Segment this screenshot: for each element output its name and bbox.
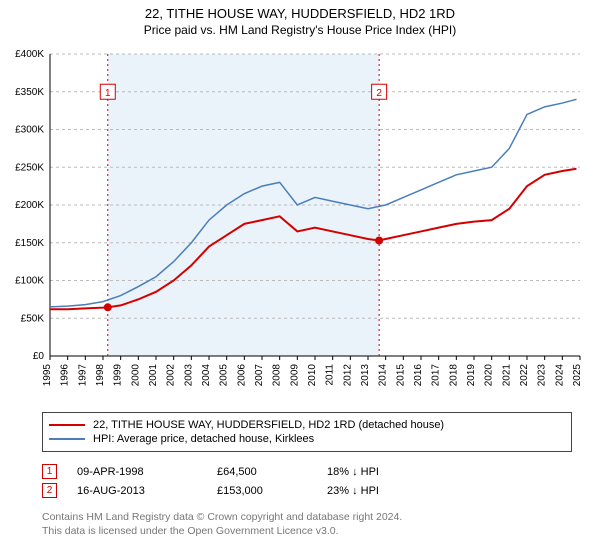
legend-item: HPI: Average price, detached house, Kirk… <box>49 433 565 445</box>
legend-label: 22, TITHE HOUSE WAY, HUDDERSFIELD, HD2 1… <box>93 419 444 431</box>
svg-text:£400K: £400K <box>15 49 44 60</box>
svg-text:2024: 2024 <box>554 364 565 387</box>
svg-text:£100K: £100K <box>15 276 44 287</box>
title-block: 22, TITHE HOUSE WAY, HUDDERSFIELD, HD2 1… <box>0 0 600 39</box>
svg-text:2001: 2001 <box>148 364 159 387</box>
svg-text:2019: 2019 <box>466 364 477 387</box>
marker-price: £64,500 <box>217 466 327 478</box>
svg-text:1998: 1998 <box>95 364 106 387</box>
legend-box: 22, TITHE HOUSE WAY, HUDDERSFIELD, HD2 1… <box>42 412 572 452</box>
marker-date: 09-APR-1998 <box>77 466 217 478</box>
svg-text:£300K: £300K <box>15 125 44 136</box>
svg-text:1997: 1997 <box>77 364 88 387</box>
marker-pct: 23% ↓ HPI <box>327 485 447 497</box>
marker-badge: 1 <box>42 464 57 479</box>
footer-attribution: Contains HM Land Registry data © Crown c… <box>42 510 572 538</box>
svg-text:2012: 2012 <box>342 364 353 387</box>
svg-text:2002: 2002 <box>166 364 177 387</box>
svg-text:1996: 1996 <box>60 364 71 387</box>
marker-id: 1 <box>47 466 53 477</box>
svg-text:2023: 2023 <box>537 364 548 387</box>
legend-swatch <box>49 438 85 440</box>
svg-text:2013: 2013 <box>360 364 371 387</box>
svg-text:2021: 2021 <box>501 364 512 387</box>
footer-line-1: Contains HM Land Registry data © Crown c… <box>42 510 572 524</box>
marker-row: 2 16-AUG-2013 £153,000 23% ↓ HPI <box>42 483 572 498</box>
title-line-1: 22, TITHE HOUSE WAY, HUDDERSFIELD, HD2 1… <box>0 6 600 21</box>
svg-text:1: 1 <box>105 88 111 99</box>
marker-row: 1 09-APR-1998 £64,500 18% ↓ HPI <box>42 464 572 479</box>
marker-id: 2 <box>47 485 53 496</box>
svg-text:2016: 2016 <box>413 364 424 387</box>
legend-label: HPI: Average price, detached house, Kirk… <box>93 433 314 445</box>
chart-container: 22, TITHE HOUSE WAY, HUDDERSFIELD, HD2 1… <box>0 0 600 560</box>
svg-text:£350K: £350K <box>15 87 44 98</box>
title-line-2: Price paid vs. HM Land Registry's House … <box>0 23 600 37</box>
svg-text:2000: 2000 <box>130 364 141 387</box>
svg-text:£250K: £250K <box>15 162 44 173</box>
svg-text:£150K: £150K <box>15 238 44 249</box>
svg-text:2018: 2018 <box>448 364 459 387</box>
svg-text:2009: 2009 <box>289 364 300 387</box>
svg-text:2020: 2020 <box>484 364 495 387</box>
svg-text:2003: 2003 <box>183 364 194 387</box>
svg-text:2017: 2017 <box>431 364 442 387</box>
svg-text:2004: 2004 <box>201 364 212 387</box>
svg-text:2015: 2015 <box>395 364 406 387</box>
legend-item: 22, TITHE HOUSE WAY, HUDDERSFIELD, HD2 1… <box>49 419 565 431</box>
svg-text:2025: 2025 <box>572 364 583 387</box>
svg-text:2022: 2022 <box>519 364 530 387</box>
svg-text:2011: 2011 <box>325 364 336 386</box>
svg-text:£50K: £50K <box>21 313 45 324</box>
svg-text:£200K: £200K <box>15 200 44 211</box>
svg-text:2014: 2014 <box>378 364 389 387</box>
svg-text:2007: 2007 <box>254 364 265 387</box>
marker-pct: 18% ↓ HPI <box>327 466 447 478</box>
svg-text:2006: 2006 <box>236 364 247 387</box>
chart-area: £0 £50K £100K £150K £200K £250K £300K £350K £400… <box>0 44 600 404</box>
svg-text:£0: £0 <box>33 351 45 362</box>
svg-text:2: 2 <box>376 88 382 99</box>
line-chart-svg: £0 £50K £100K £150K £200K £250K £300K £350K £400… <box>0 44 600 404</box>
svg-text:2008: 2008 <box>272 364 283 387</box>
marker-badge: 2 <box>42 483 57 498</box>
svg-text:2005: 2005 <box>219 364 230 387</box>
marker-rows: 1 09-APR-1998 £64,500 18% ↓ HPI 2 16-AUG… <box>42 460 572 502</box>
marker-date: 16-AUG-2013 <box>77 485 217 497</box>
legend-swatch <box>49 424 85 426</box>
footer-line-2: This data is licensed under the Open Gov… <box>42 524 572 538</box>
svg-text:1999: 1999 <box>113 364 124 387</box>
svg-text:2010: 2010 <box>307 364 318 387</box>
svg-text:1995: 1995 <box>42 364 53 387</box>
marker-price: £153,000 <box>217 485 327 497</box>
